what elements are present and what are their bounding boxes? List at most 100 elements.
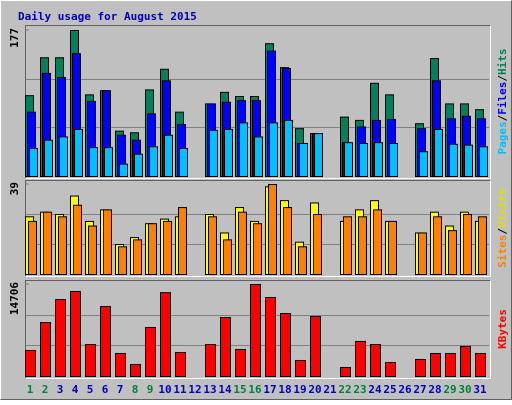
x-tick-label: 21 xyxy=(323,383,337,396)
x-tick-label: 14 xyxy=(218,383,232,396)
bar xyxy=(434,128,443,177)
bar xyxy=(115,352,126,378)
x-tick-label: 25 xyxy=(383,383,396,396)
x-tick-label: 9 xyxy=(147,383,154,396)
bar xyxy=(175,351,186,377)
legend-entry: Visits xyxy=(496,188,509,228)
bar xyxy=(148,223,157,276)
bar xyxy=(433,216,442,275)
bar xyxy=(145,327,156,377)
bar xyxy=(475,352,486,378)
panel-frame xyxy=(25,180,491,277)
x-tick-label: 19 xyxy=(293,383,306,396)
legend-entry: Hits xyxy=(496,49,509,76)
bar xyxy=(344,142,353,177)
bar xyxy=(313,214,322,275)
bar xyxy=(430,352,441,378)
x-tick-label: 8 xyxy=(132,383,139,396)
bar xyxy=(295,359,306,378)
chart-title: Daily usage for August 2015 xyxy=(18,10,197,23)
x-tick-label: 31 xyxy=(473,383,487,396)
bar xyxy=(209,129,218,177)
x-tick-label: 18 xyxy=(278,383,291,396)
bar xyxy=(418,232,427,275)
bar xyxy=(85,344,96,378)
bar xyxy=(40,322,51,377)
bar xyxy=(25,349,36,378)
bar xyxy=(29,147,38,178)
bar xyxy=(224,128,233,177)
bar xyxy=(55,299,66,377)
x-tick-label: 17 xyxy=(263,383,276,396)
x-tick-label: 23 xyxy=(353,383,366,396)
bar xyxy=(389,143,398,177)
bar xyxy=(164,134,173,178)
bar xyxy=(269,122,278,177)
bar xyxy=(178,207,187,275)
bar xyxy=(464,144,473,177)
x-tick-label: 2 xyxy=(42,383,49,396)
bar xyxy=(310,316,321,377)
x-tick-label: 3 xyxy=(57,383,64,396)
x-tick-label: 6 xyxy=(102,383,109,396)
x-tick-label: 27 xyxy=(413,383,426,396)
bar xyxy=(134,153,143,178)
x-tick-label: 1 xyxy=(27,383,34,396)
bar xyxy=(208,216,217,275)
bar xyxy=(73,204,82,275)
bar xyxy=(44,139,53,177)
x-tick-label: 12 xyxy=(188,383,201,396)
y-tick-label: 14706 xyxy=(8,282,21,315)
bar xyxy=(163,220,172,276)
bar xyxy=(160,292,171,377)
bar xyxy=(70,290,81,377)
x-tick-label: 5 xyxy=(87,383,94,396)
bar xyxy=(133,239,142,275)
x-tick-label: 22 xyxy=(338,383,351,396)
y-tick-label: 39 xyxy=(8,182,21,195)
legend: Sites/Visits xyxy=(496,188,509,268)
bar xyxy=(449,143,458,177)
x-tick-label: 30 xyxy=(458,383,471,396)
legend-entry: Pages xyxy=(496,121,509,154)
x-tick-label: 4 xyxy=(72,383,79,396)
panel-frame xyxy=(25,280,491,379)
bar xyxy=(448,230,457,275)
x-tick-label: 28 xyxy=(428,383,441,396)
bar xyxy=(358,216,367,275)
bar xyxy=(359,143,368,177)
x-tick-label: 15 xyxy=(233,383,246,396)
bar xyxy=(254,136,263,178)
bar xyxy=(370,344,381,378)
x-tick-label: 13 xyxy=(203,383,216,396)
legend-separator: / xyxy=(496,75,509,82)
bar xyxy=(118,246,127,276)
bar xyxy=(463,214,472,275)
bar xyxy=(88,225,97,276)
x-tick-label: 7 xyxy=(117,383,124,396)
bar xyxy=(299,143,308,177)
bar xyxy=(238,211,247,275)
bar xyxy=(59,136,68,178)
bar xyxy=(284,119,293,178)
bar xyxy=(235,348,246,378)
bar xyxy=(104,147,113,177)
bar xyxy=(478,216,487,275)
bar xyxy=(343,216,352,275)
legend-separator: / xyxy=(496,114,509,121)
bar xyxy=(220,317,231,377)
x-tick-label: 10 xyxy=(158,383,171,396)
bar xyxy=(314,133,323,177)
legend: KBytes xyxy=(496,309,509,349)
bar xyxy=(373,209,382,275)
bar xyxy=(43,211,52,275)
y-tick-label: 177 xyxy=(8,28,21,48)
x-tick-label: 20 xyxy=(308,383,321,396)
bar xyxy=(385,361,396,377)
bar xyxy=(103,209,112,275)
bar xyxy=(179,147,188,178)
bar xyxy=(239,122,248,177)
bar xyxy=(130,363,141,378)
bar xyxy=(268,184,277,275)
